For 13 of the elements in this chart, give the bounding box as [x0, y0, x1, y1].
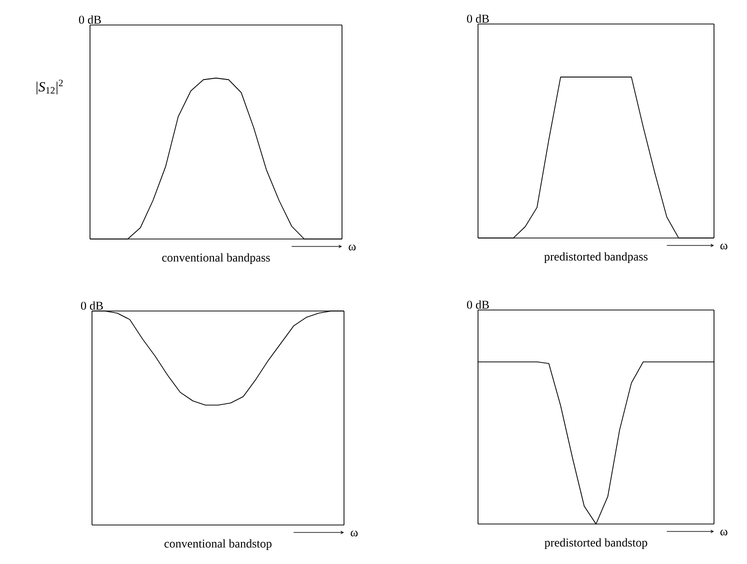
x-axis-title: predistorted bandstop — [544, 538, 648, 550]
text: ω — [720, 244, 728, 250]
text: ω — [350, 530, 358, 536]
ref-line-label: 0 dB — [467, 300, 489, 309]
text: ω — [348, 244, 356, 250]
x-axis-title: conventional bandstop — [164, 539, 272, 550]
ref-line-label: 0 dB — [81, 301, 103, 310]
x-axis-title: predistorted bandpass — [544, 252, 648, 264]
text: ω — [720, 530, 728, 536]
x-axis-title: conventional bandpass — [162, 253, 270, 264]
ref-line-label: 0 dB — [467, 14, 489, 23]
ref-line-label: 0 dB — [79, 15, 101, 24]
y-axis-title: |S$_{12}$|$^{2}$ — [36, 80, 63, 94]
